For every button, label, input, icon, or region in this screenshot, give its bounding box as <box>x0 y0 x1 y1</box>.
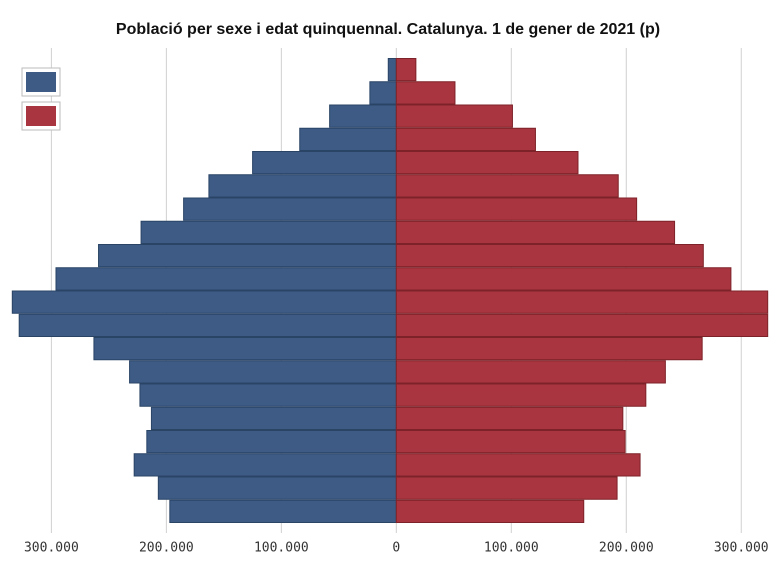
bar <box>395 174 619 198</box>
bar <box>395 81 456 105</box>
bar <box>329 104 397 128</box>
bar <box>150 406 397 430</box>
bar <box>395 290 769 314</box>
bar <box>395 406 624 430</box>
x-tick-label: 200.000 <box>599 541 654 556</box>
bar <box>55 267 397 291</box>
x-tick-label: 100.000 <box>484 541 539 556</box>
bar <box>395 127 536 151</box>
bar <box>169 499 397 523</box>
bar <box>18 313 397 337</box>
bar <box>395 313 769 337</box>
legend-swatch <box>26 106 56 126</box>
bar <box>395 430 626 454</box>
x-tick-label: 200.000 <box>139 541 194 556</box>
bar <box>11 290 397 314</box>
bar <box>252 151 397 175</box>
chart-title: Població per sexe i edat quinquennal. Ca… <box>116 21 660 38</box>
bar <box>93 337 397 361</box>
bar <box>395 151 579 175</box>
bar <box>299 127 397 151</box>
bar <box>395 453 641 477</box>
bar <box>98 244 397 268</box>
bar <box>395 360 666 384</box>
bar <box>369 81 397 105</box>
bar <box>395 383 647 407</box>
bar <box>395 267 732 291</box>
bar <box>208 174 397 198</box>
bar <box>129 360 397 384</box>
bar <box>395 220 676 244</box>
x-tick-label: 0 <box>392 541 400 556</box>
bar <box>395 244 704 268</box>
bar <box>395 58 417 82</box>
bar <box>146 430 397 454</box>
legend-swatch <box>26 72 56 92</box>
bar <box>133 453 397 477</box>
bar <box>395 104 513 128</box>
bar <box>395 197 638 221</box>
bar <box>395 499 585 523</box>
x-tick-label: 300.000 <box>714 541 769 556</box>
bar <box>139 383 397 407</box>
bar <box>387 58 397 82</box>
bar <box>140 220 397 244</box>
bar <box>183 197 397 221</box>
bar <box>395 476 618 500</box>
x-tick-label: 300.000 <box>24 541 79 556</box>
x-tick-label: 100.000 <box>254 541 309 556</box>
bar <box>395 337 703 361</box>
bar <box>157 476 397 500</box>
